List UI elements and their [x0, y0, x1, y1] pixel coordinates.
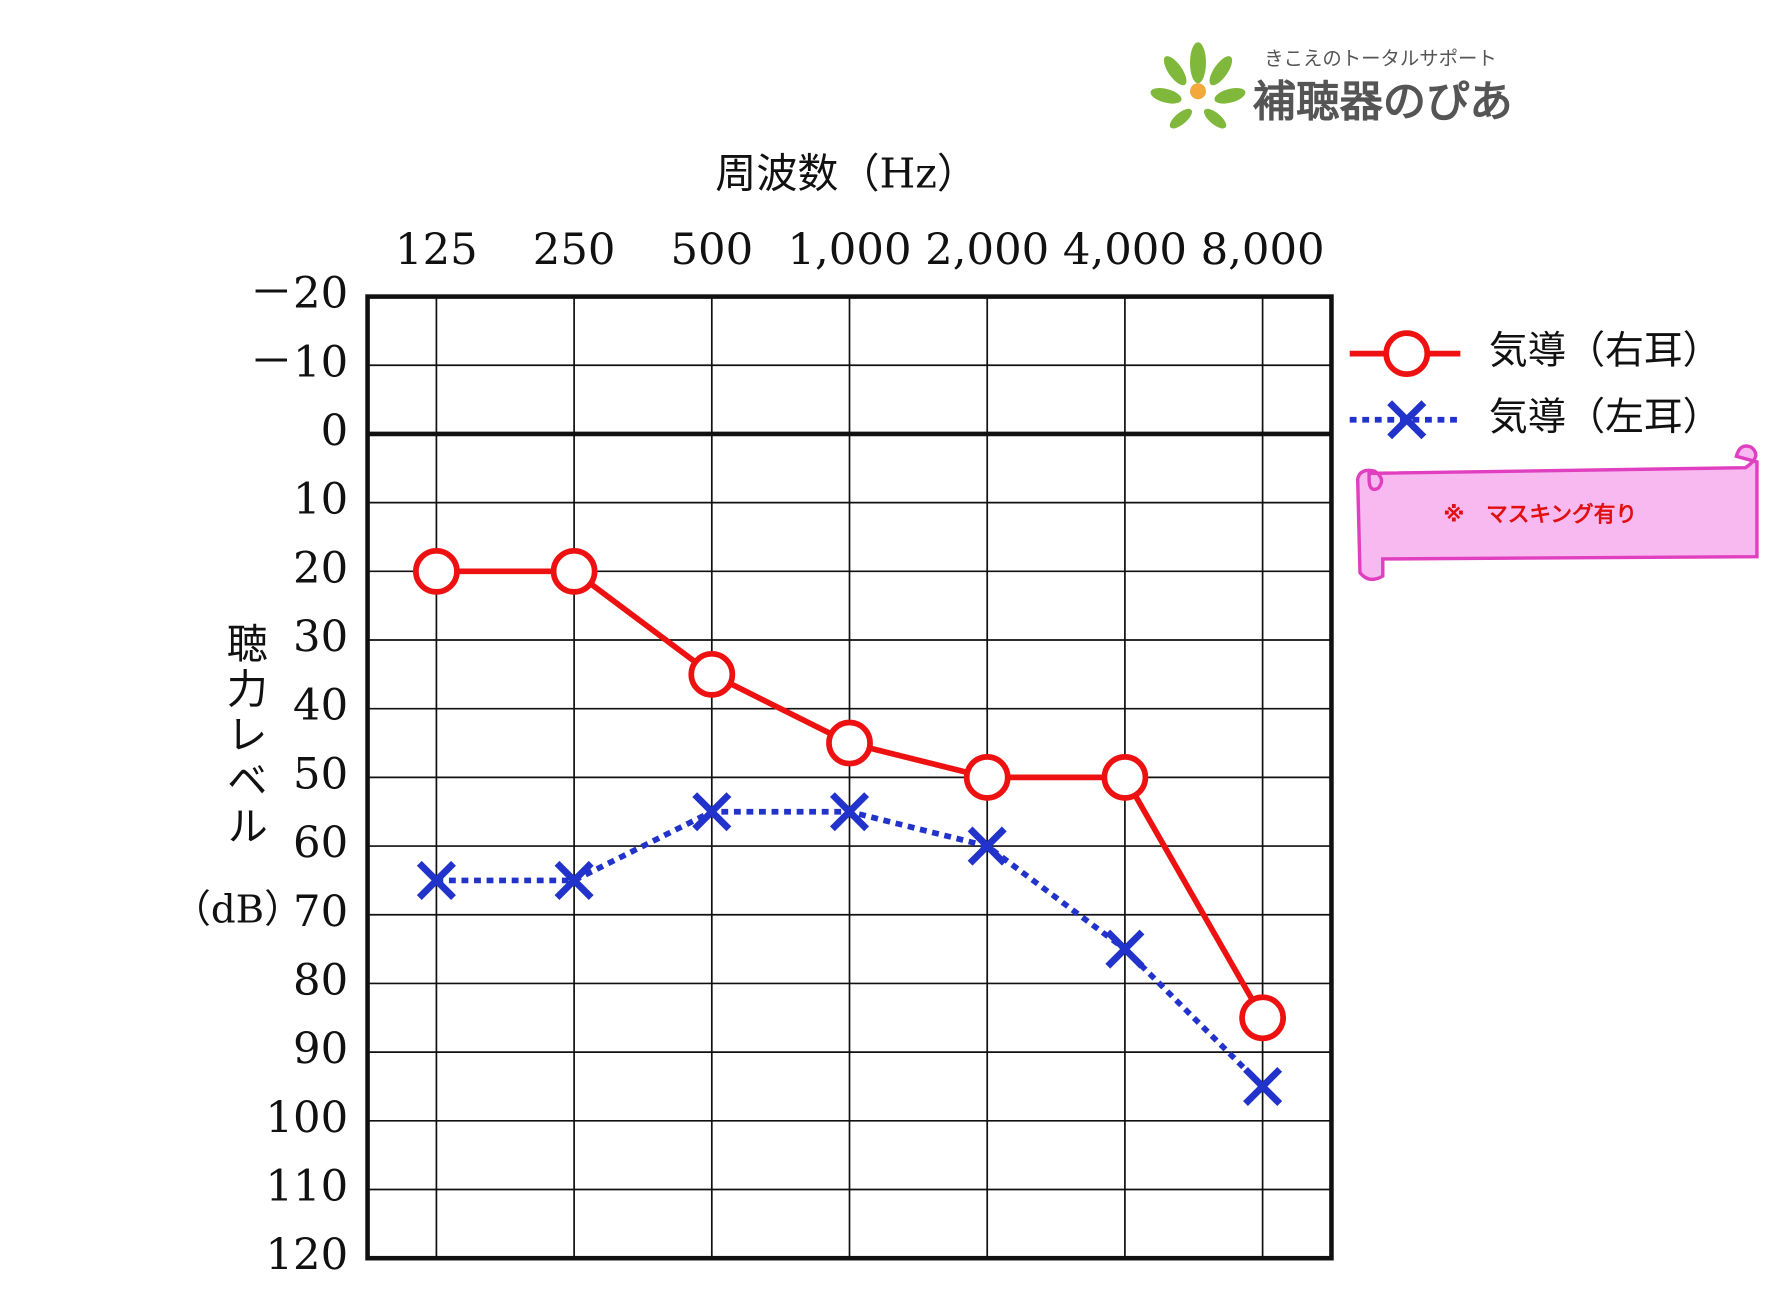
marker-x	[416, 860, 456, 900]
x-tick-label: 2,000	[925, 225, 1049, 275]
y-tick-label: 100	[265, 1093, 348, 1143]
y-axis-label: 聴力レベル	[219, 622, 267, 850]
y-tick-label: 20	[293, 543, 348, 593]
legend-label: 気導（右耳）	[1489, 329, 1722, 374]
legend-marker	[1383, 330, 1431, 378]
y-axis-unit: （dB）	[172, 888, 303, 933]
marker-circle	[963, 754, 1011, 801]
y-tick-label: 120	[265, 1230, 348, 1280]
note-text: ※ マスキング有り	[1443, 502, 1637, 528]
y-tick-label: 50	[293, 749, 348, 799]
y-tick-label: 60	[293, 818, 348, 868]
legend-label: 気導（左耳）	[1489, 395, 1722, 440]
logo-name: 補聴器のぴあ	[1253, 77, 1513, 127]
marker-x	[692, 792, 732, 832]
y-tick-label: 80	[293, 955, 348, 1005]
y-tick-label: 110	[265, 1162, 348, 1212]
y-tick-label: 70	[293, 887, 348, 937]
y-tick-label: 10	[293, 475, 348, 525]
x-tick-label: 1,000	[787, 225, 911, 275]
x-tick-label: 500	[670, 225, 753, 275]
x-tick-label: 8,000	[1201, 225, 1325, 275]
marker-x	[554, 860, 594, 900]
y-tick-label: 40	[293, 681, 348, 731]
marker-circle	[413, 547, 460, 595]
y-tick-label: 0	[321, 406, 349, 456]
y-tick-label: 90	[293, 1024, 348, 1074]
y-tick-label: －10	[250, 337, 348, 387]
logo-tagline: きこえのトータルサポート	[1264, 47, 1497, 70]
y-tick-label: －20	[250, 269, 348, 319]
logo: きこえのトータルサポート 補聴器のぴあ	[1150, 42, 1513, 129]
legend-marker	[1387, 400, 1427, 440]
marker-x	[1243, 1066, 1283, 1107]
marker-circle	[1239, 994, 1286, 1042]
marker-circle	[1101, 754, 1149, 801]
marker-circle	[688, 650, 736, 698]
marker-x	[1105, 929, 1145, 969]
plot-frame	[365, 294, 1334, 1261]
x-tick-label: 250	[533, 225, 616, 275]
chart-title: 周波数（Hz）	[715, 149, 978, 197]
marker-circle	[826, 719, 873, 767]
x-tick-label: 4,000	[1063, 225, 1187, 275]
x-tick-label: 125	[395, 225, 478, 275]
marker-x	[967, 826, 1007, 866]
y-tick-label: 30	[293, 612, 348, 662]
marker-x	[829, 792, 870, 832]
marker-circle	[550, 547, 598, 595]
note-box: ※ マスキング有り	[1355, 444, 1759, 582]
